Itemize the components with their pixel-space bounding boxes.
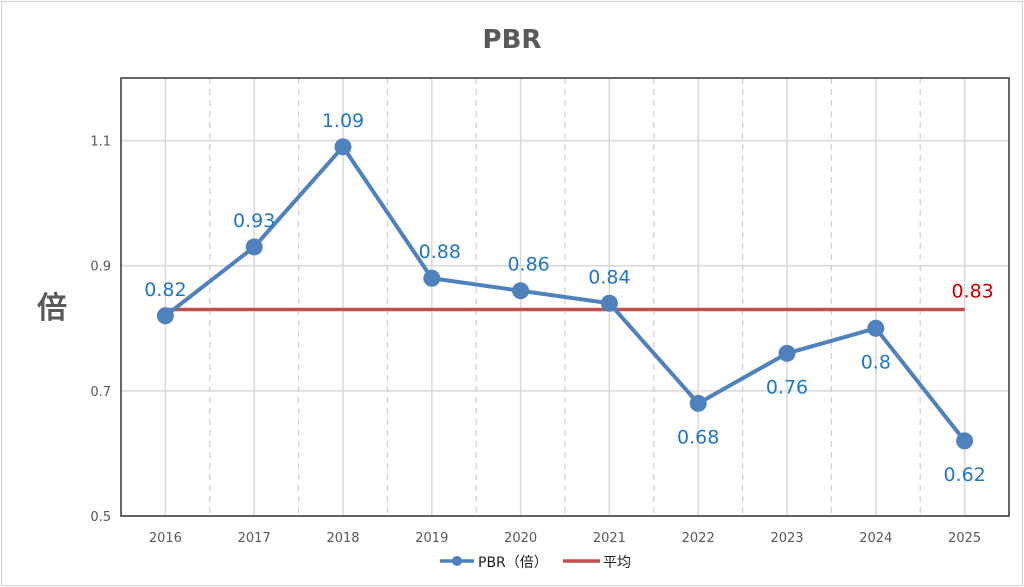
x-tick-label: 2022: [682, 531, 715, 546]
pbr-data-label: 0.82: [144, 279, 186, 301]
y-tick-label: 0.9: [90, 260, 111, 275]
y-tick-label: 1.1: [90, 135, 111, 150]
pbr-data-point: [156, 307, 174, 325]
x-tick-label: 2021: [593, 531, 626, 546]
plot-area-border: [120, 77, 1010, 517]
pbr-data-label: 0.88: [419, 241, 461, 263]
pbr-data-label: 0.8: [861, 351, 891, 373]
x-tick-label: 2024: [859, 531, 892, 546]
legend-pbr-label: PBR（倍）: [478, 555, 548, 571]
pbr-data-label: 0.84: [588, 266, 630, 288]
y-axis-label: 倍: [37, 291, 67, 326]
y-tick-label: 0.5: [90, 510, 111, 525]
x-tick-label: 2017: [238, 531, 271, 546]
x-tick-label: 2023: [770, 531, 803, 546]
chart-title: PBR: [483, 25, 542, 55]
pbr-data-label: 0.76: [766, 376, 808, 398]
pbr-line: [164, 144, 967, 443]
pbr-data-point: [245, 238, 263, 256]
pbr-data-point: [778, 344, 796, 362]
pbr-data-label: 0.68: [677, 426, 719, 448]
pbr-data-point: [600, 294, 618, 312]
x-tick-label: 2025: [948, 531, 981, 546]
x-tick-label: 2018: [326, 531, 359, 546]
pbr-data-point: [689, 394, 707, 412]
x-tick-label: 2016: [149, 531, 182, 546]
pbr-data-point: [867, 319, 885, 337]
y-tick-label: 0.7: [90, 385, 111, 400]
pbr-data-label: 0.62: [943, 464, 985, 486]
pbr-data-point: [956, 432, 974, 450]
average-data-label: 0.83: [951, 281, 993, 303]
x-tick-label: 2019: [415, 531, 448, 546]
pbr-data-point: [423, 269, 441, 287]
legend-average-label: 平均: [603, 555, 631, 571]
legend-pbr-marker-icon: [452, 556, 462, 566]
x-tick-label: 2020: [504, 531, 537, 546]
pbr-data-label: 0.86: [507, 254, 549, 276]
pbr-data-point: [334, 138, 352, 156]
pbr-data-point: [512, 282, 530, 300]
pbr-data-label: 0.93: [233, 210, 275, 232]
pbr-data-label: 1.09: [322, 110, 364, 132]
